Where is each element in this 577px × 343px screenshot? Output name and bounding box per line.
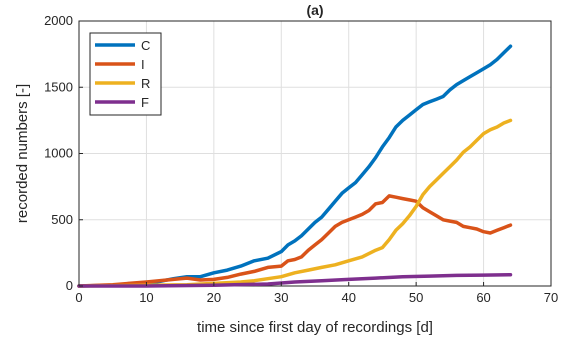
legend-label-f: F — [141, 95, 149, 110]
x-tick-label: 50 — [409, 290, 423, 305]
x-tick-label: 30 — [274, 290, 288, 305]
series-line-f — [77, 272, 513, 288]
legend-label-c: C — [141, 38, 150, 53]
x-tick-label: 60 — [476, 290, 490, 305]
y-ticks: 0 500 1000 1500 2000 — [44, 13, 83, 293]
x-tick-label: 10 — [139, 290, 153, 305]
y-tick-label: 1000 — [44, 146, 73, 161]
x-axis-label: time since first day of recordings [d] — [197, 319, 433, 336]
x-tick-label: 20 — [207, 290, 221, 305]
legend-label-i: I — [141, 57, 145, 72]
y-tick-label: 1500 — [44, 79, 73, 94]
x-ticks: 0 10 20 30 40 50 60 70 — [75, 282, 558, 305]
legend-label-r: R — [141, 76, 150, 91]
y-tick-label: 0 — [66, 278, 73, 293]
x-tick-label: 40 — [341, 290, 355, 305]
x-tick-label: 0 — [75, 290, 82, 305]
x-tick-label: 70 — [544, 290, 558, 305]
y-tick-label: 500 — [51, 212, 73, 227]
series-line-i — [77, 194, 513, 288]
y-axis-label: recorded numbers [-] — [14, 84, 31, 223]
series-line-r — [77, 118, 513, 288]
y-tick-label: 2000 — [44, 13, 73, 28]
chart-title: (a) — [306, 2, 323, 18]
series-line-c — [77, 44, 513, 288]
